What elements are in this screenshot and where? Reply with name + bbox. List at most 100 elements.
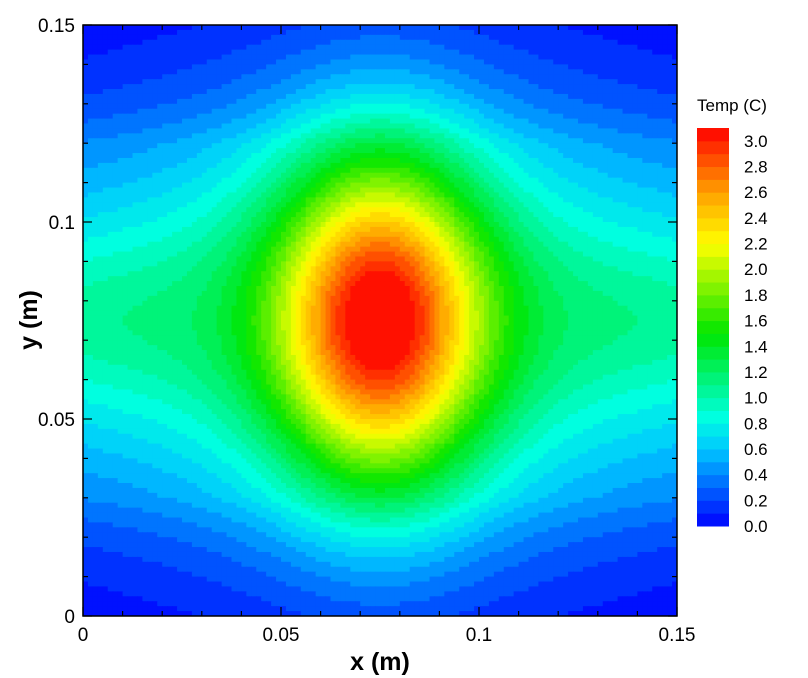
contour-cell (157, 167, 163, 174)
contour-cell (508, 84, 515, 90)
contour-cell (261, 74, 267, 80)
contour-cell (206, 197, 213, 203)
contour-cell (300, 162, 307, 169)
contour-cell (226, 79, 233, 85)
contour-cell (186, 222, 193, 228)
contour-cell (127, 162, 134, 169)
contour-cell (241, 113, 247, 120)
contour-cell (236, 103, 242, 110)
contour-cell (231, 182, 238, 189)
contour-cell (548, 93, 554, 100)
contour-cell (508, 44, 515, 51)
contour-cell (236, 69, 242, 75)
contour-cell (112, 212, 119, 218)
contour-cell (518, 44, 525, 51)
contour-cell (251, 44, 257, 51)
contour-cell (167, 25, 173, 31)
contour-cell (177, 167, 183, 174)
contour-cell (186, 34, 193, 41)
contour-cell (320, 133, 327, 139)
contour-cell (582, 64, 589, 70)
contour-cell (602, 39, 609, 46)
contour-cell (483, 133, 490, 139)
contour-cell (503, 34, 510, 41)
contour-cell (672, 79, 677, 85)
contour-cell (281, 217, 287, 223)
contour-cell (662, 98, 668, 105)
contour-cell (578, 222, 584, 228)
contour-cell (117, 113, 124, 120)
contour-cell (102, 25, 109, 31)
contour-cell (568, 138, 574, 144)
contour-cell (370, 167, 376, 174)
contour-cell (503, 167, 510, 174)
contour-cell (538, 153, 544, 159)
contour-cell (380, 29, 386, 36)
contour-cell (568, 148, 574, 154)
contour-cell (632, 39, 638, 46)
contour-cell (612, 39, 619, 46)
contour-cell (117, 98, 124, 105)
contour-cell (493, 64, 500, 70)
contour-cell (315, 64, 322, 70)
contour-cell (573, 59, 579, 65)
contour-cell (87, 49, 94, 56)
contour-cell (573, 153, 579, 159)
contour-cell (523, 69, 530, 75)
contour-cell (449, 64, 455, 70)
contour-cell (216, 133, 223, 139)
contour-cell (637, 153, 643, 159)
contour-cell (206, 138, 213, 144)
contour-cell (266, 59, 272, 65)
contour-cell (325, 217, 332, 223)
contour-cell (365, 217, 371, 223)
contour-cell (320, 103, 327, 110)
contour-cell (414, 34, 421, 41)
contour-cell (87, 59, 94, 65)
contour-cell (380, 98, 386, 105)
contour-cell (345, 172, 351, 179)
contour-cell (236, 133, 242, 139)
contour-cell (107, 64, 114, 70)
contour-cell (503, 202, 510, 208)
contour-cell (92, 44, 99, 51)
contour-cell (464, 25, 470, 31)
contour-cell (474, 192, 480, 198)
contour-cell (375, 98, 381, 105)
contour-cell (523, 138, 530, 144)
contour-cell (107, 212, 114, 218)
contour-cell (434, 157, 440, 164)
contour-cell (449, 177, 455, 184)
contour-cell (206, 44, 213, 51)
contour-cell (310, 153, 317, 159)
contour-cell (389, 207, 396, 213)
contour-cell (597, 54, 604, 61)
contour-cell (513, 44, 520, 51)
contour-cell (637, 123, 643, 130)
contour-cell (498, 98, 505, 105)
contour-cell (241, 29, 247, 36)
contour-cell (503, 187, 510, 194)
contour-cell (191, 138, 198, 144)
contour-cell (607, 182, 614, 189)
contour-cell (315, 79, 322, 85)
contour-cell (241, 212, 247, 218)
contour-cell (469, 187, 475, 194)
contour-cell (276, 138, 282, 144)
contour-cell (548, 74, 554, 80)
contour-cell (632, 133, 638, 139)
contour-cell (350, 222, 356, 228)
contour-cell (206, 202, 213, 208)
contour-cell (612, 89, 619, 95)
contour-cell (617, 202, 624, 208)
contour-cell (479, 59, 485, 65)
contour-cell (380, 207, 386, 213)
contour-cell (508, 39, 515, 46)
contour-cell (469, 217, 475, 223)
contour-cell (92, 123, 99, 130)
contour-cell (667, 29, 673, 36)
contour-cell (97, 133, 104, 139)
contour-cell (102, 74, 109, 80)
contour-cell (132, 74, 139, 80)
contour-cell (399, 182, 406, 189)
